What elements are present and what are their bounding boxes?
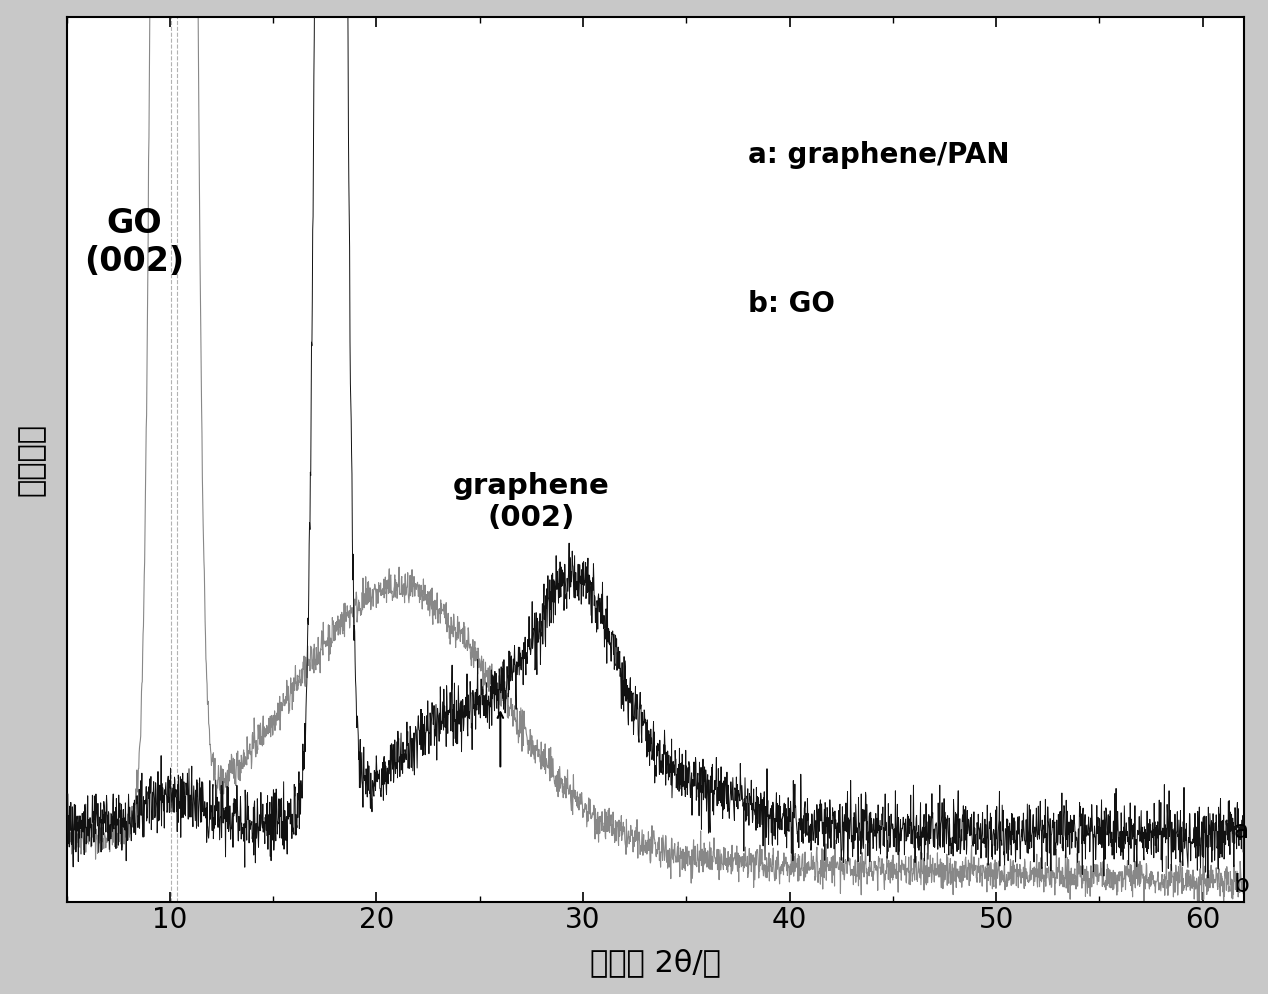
Text: graphene
(002): graphene (002)	[453, 471, 610, 532]
Y-axis label: 衍射强度: 衍射强度	[16, 422, 46, 496]
X-axis label: 衍射角 2θ/度: 衍射角 2θ/度	[590, 948, 720, 977]
Text: a: graphene/PAN: a: graphene/PAN	[748, 141, 1009, 169]
Text: a: a	[1234, 819, 1249, 843]
Text: GO
(002): GO (002)	[85, 207, 185, 278]
Text: b: GO: b: GO	[748, 289, 836, 318]
Text: b: b	[1234, 873, 1250, 897]
